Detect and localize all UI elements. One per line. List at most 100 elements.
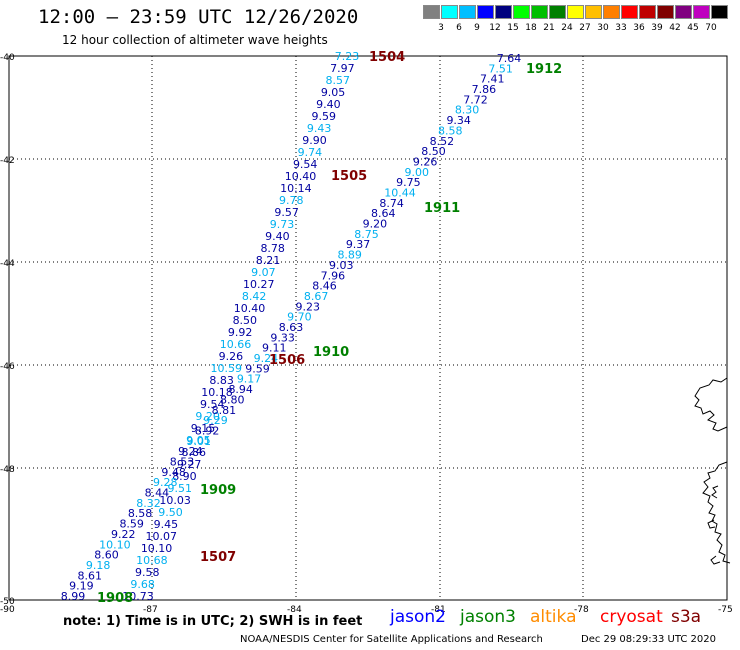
wave-height-value: 9.75: [396, 176, 421, 189]
lat-tick-label: -44: [0, 259, 15, 269]
legend-swatch: [531, 5, 548, 19]
wave-height-value: 9.43: [307, 122, 332, 135]
wave-height-value: 8.90: [172, 470, 197, 483]
wave-height-value: 8.81: [212, 404, 237, 417]
wave-height-value: 8.46: [312, 280, 337, 293]
legend-label: 18: [525, 23, 537, 33]
track-b-values: 7.647.517.417.867.728.309.348.588.528.50…: [61, 52, 522, 603]
wave-height-value: 10.59: [210, 362, 242, 375]
lat-tick-label: -50: [0, 597, 15, 607]
legend-swatch: [513, 5, 530, 19]
wave-height-value: 9.15: [191, 422, 216, 435]
wave-height-value: 8.64: [371, 207, 396, 220]
wave-height-value: 10.40: [234, 302, 266, 315]
wave-height-value: 9.59: [312, 110, 337, 123]
wave-height-value: 9.37: [346, 238, 371, 251]
wave-height-value: 10.10: [141, 542, 173, 555]
wave-height-value: 9.54: [200, 398, 225, 411]
wave-height-value: 8.52: [430, 135, 455, 148]
wave-height-value: 9.68: [130, 578, 155, 591]
wave-height-value: 8.86: [181, 446, 206, 459]
pass-label: 1505: [331, 169, 367, 184]
wave-height-value: 10.18: [201, 386, 233, 399]
pass-label: 1908: [97, 591, 133, 606]
satellite-legend-cryosat: cryosat: [600, 607, 663, 627]
wave-height-value: 7.97: [330, 62, 355, 75]
wave-height-value: 10.73: [122, 590, 154, 603]
wave-height-value: 7.23: [335, 50, 360, 63]
wave-height-value: 8.44: [145, 487, 170, 500]
wave-height-value: 8.50: [233, 314, 258, 327]
satellite-legend-s3a: s3a: [671, 607, 702, 627]
legend-label: 42: [669, 23, 681, 33]
wave-height-value: 8.80: [220, 393, 245, 406]
wave-height-value: 9.57: [274, 206, 299, 219]
wave-height-value: 9.07: [251, 266, 276, 279]
wave-height-value: 8.30: [455, 104, 480, 117]
wave-height-value: 9.45: [154, 518, 179, 531]
wave-height-value: 9.20: [195, 410, 220, 423]
legend-label: 9: [474, 23, 480, 33]
lat-tick-label: -46: [0, 362, 15, 372]
wave-height-value: 8.53: [170, 456, 195, 469]
wave-height-value: 7.96: [321, 269, 346, 282]
wave-height-value: 9.19: [69, 580, 94, 593]
wave-height-value: 9.58: [135, 566, 160, 579]
wave-height-value: 9.50: [158, 506, 183, 519]
wave-height-value: 8.58: [128, 507, 153, 520]
wave-height-value: 9.03: [329, 259, 354, 272]
wave-height-value: 9.26: [219, 350, 244, 363]
wave-height-value: 8.42: [242, 290, 267, 303]
wave-height-value: 8.99: [61, 590, 86, 603]
wave-height-value: 9.05: [186, 434, 211, 447]
pass-label: 1909: [200, 483, 236, 498]
wave-height-value: 10.07: [145, 530, 177, 543]
legend-label: 21: [543, 23, 555, 33]
pass-label: 1507: [200, 550, 236, 565]
page-subtitle: 12 hour collection of altimeter wave hei…: [62, 33, 328, 47]
wave-height-value: 9.90: [302, 134, 327, 147]
lat-tick-label: -40: [0, 53, 15, 63]
wave-height-value: 9.74: [298, 146, 323, 159]
satellite-legend-jason2: jason2: [390, 607, 446, 627]
wave-height-value: 10.68: [136, 554, 168, 567]
legend-label: 27: [579, 23, 591, 33]
legend-label: 15: [507, 23, 519, 33]
lon-tick-label: -78: [574, 605, 589, 615]
wave-height-value: 7.86: [472, 83, 497, 96]
satellite-legend-jason3: jason3: [460, 607, 516, 627]
wave-height-value: 8.59: [119, 518, 144, 531]
wave-height-value: 8.63: [279, 321, 304, 334]
legend-label: 39: [651, 23, 663, 33]
wave-height-value: 9.92: [228, 326, 253, 339]
wave-height-value: 10.03: [159, 494, 191, 507]
wave-height-value: 10.66: [220, 338, 252, 351]
pass-label: 1504: [369, 50, 405, 65]
legend-swatch: [639, 5, 656, 19]
axis-ticks: -90 -87 -84 -81 -78 -75 -40 -42 -44 -46 -48 -50: [0, 53, 733, 615]
lon-tick-label: -81: [431, 605, 446, 615]
wave-height-value: 9.26: [413, 155, 438, 168]
wave-height-value: 9.73: [270, 218, 295, 231]
wave-height-value: 9.17: [237, 373, 262, 386]
footer-credit: NOAA/NESDIS Center for Satellite Applica…: [240, 634, 543, 645]
lat-tick-label: -42: [0, 156, 15, 166]
lat-tick-label: -48: [0, 465, 15, 475]
wave-height-value: 9.01: [187, 435, 212, 448]
coastline: [694, 377, 731, 565]
map-grid: [9, 56, 727, 600]
legend-swatch: [423, 5, 440, 19]
wave-height-value: 9.54: [293, 158, 318, 171]
wave-height-value: 9.48: [161, 466, 186, 479]
legend-swatch: [657, 5, 674, 19]
legend-swatch: [585, 5, 602, 19]
wave-height-value: 8.57: [325, 74, 350, 87]
wave-height-value: 8.32: [136, 497, 161, 510]
legend-label: 6: [456, 23, 462, 33]
wave-height-value: 9.78: [279, 194, 304, 207]
wave-height-value: 8.50: [421, 145, 446, 158]
legend-label: 12: [489, 23, 501, 33]
legend-swatch: [549, 5, 566, 19]
legend-label: 33: [615, 23, 627, 33]
lon-tick-label: -90: [0, 605, 15, 615]
